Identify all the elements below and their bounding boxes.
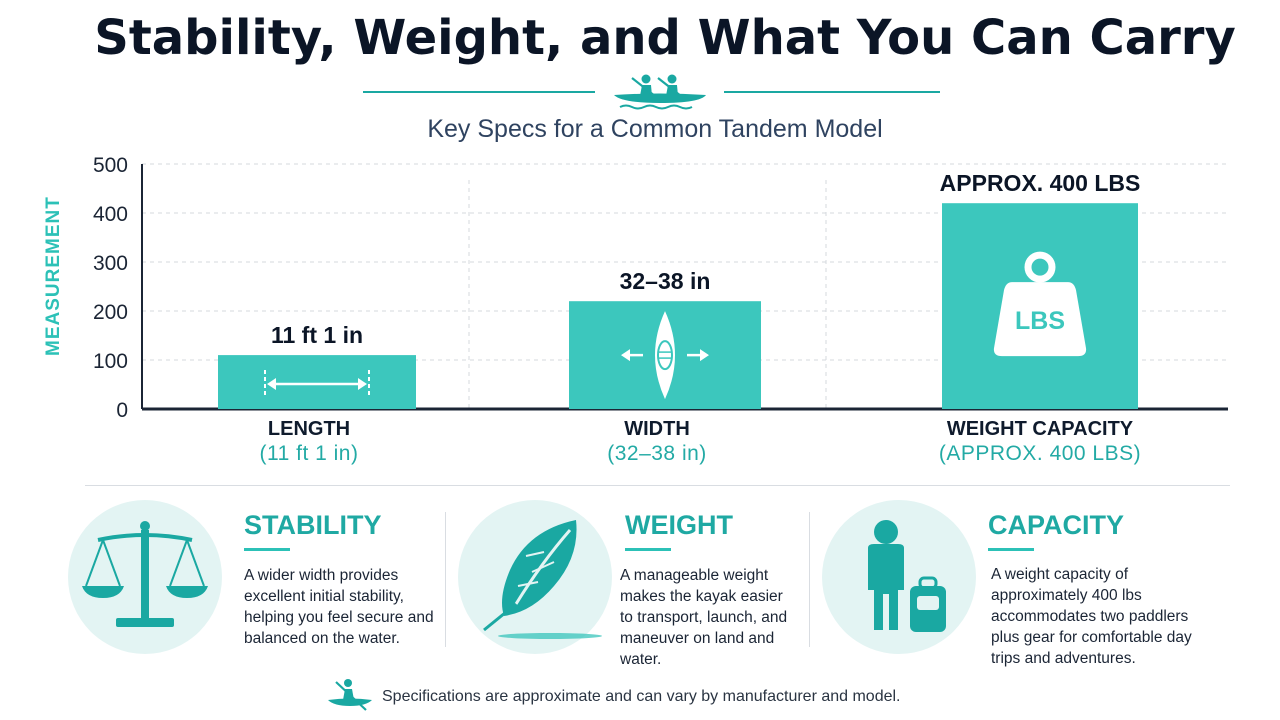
feather-icon [483,520,602,639]
footnote: Specifications are approximate and can v… [382,688,901,705]
card-separator [445,512,446,647]
weight-title: WEIGHT [625,510,733,540]
subtitle: Key Specs for a Common Tandem Model [427,115,883,143]
kayak-width-icon [621,311,709,400]
tandem-kayak-icon [614,74,706,110]
title-rule-left [363,91,595,93]
card-separator [809,512,810,647]
kayaker-icon [328,679,372,711]
y-tick-label: 500 [93,154,128,177]
weight-text: A manageable weight makes the kayak easi… [620,567,788,668]
x-category-sublabel: (11 ft 1 in) [259,442,359,465]
capacity-text: A weight capacity of approximately 400 l… [991,566,1192,667]
y-tick-label: 300 [93,252,128,275]
y-tick-label: 0 [116,399,128,422]
x-category-sublabel: (32–38 in) [607,442,707,465]
title-rule-right [724,91,940,93]
x-category-label: WEIGHT CAPACITY [946,418,1134,440]
weight-underline [625,548,671,551]
capacity-title: CAPACITY [988,510,1125,540]
stability-text: A wider width provides excellent initial… [244,567,434,647]
bar-length [218,355,416,409]
bar-chart: 0 100 200 300 400 500 LBS 11 ft 1 in 32–38 in A… [93,154,1228,422]
section-divider [85,485,1230,486]
stability-title: STABILITY [244,510,382,540]
double-arrow-icon [264,370,370,399]
bar-data-label: 32–38 in [620,268,711,294]
stability-underline [244,548,290,551]
stability-icon-circle [68,500,222,654]
x-category-sublabel: (APPROX. 400 LBS) [938,442,1142,465]
bar-data-label: 11 ft 1 in [271,322,363,348]
weight-lbs-icon: LBS [993,251,1087,357]
capacity-icon-circle [822,500,976,654]
y-tick-label: 100 [93,350,128,373]
x-category-label: LENGTH [267,418,351,440]
x-category-label: WIDTH [624,418,690,440]
bar-data-label: APPROX. 400 LBS [940,170,1141,196]
y-tick-label: 400 [93,203,128,226]
page-title: Stability, Weight, and What You Can Carr… [94,10,1236,66]
weight-icon-circle [458,500,612,654]
capacity-underline [988,548,1034,551]
y-tick-label: 200 [93,301,128,324]
balance-scale-icon [82,521,208,627]
person-with-bag-icon [868,520,946,632]
lbs-text: LBS [1015,307,1065,335]
